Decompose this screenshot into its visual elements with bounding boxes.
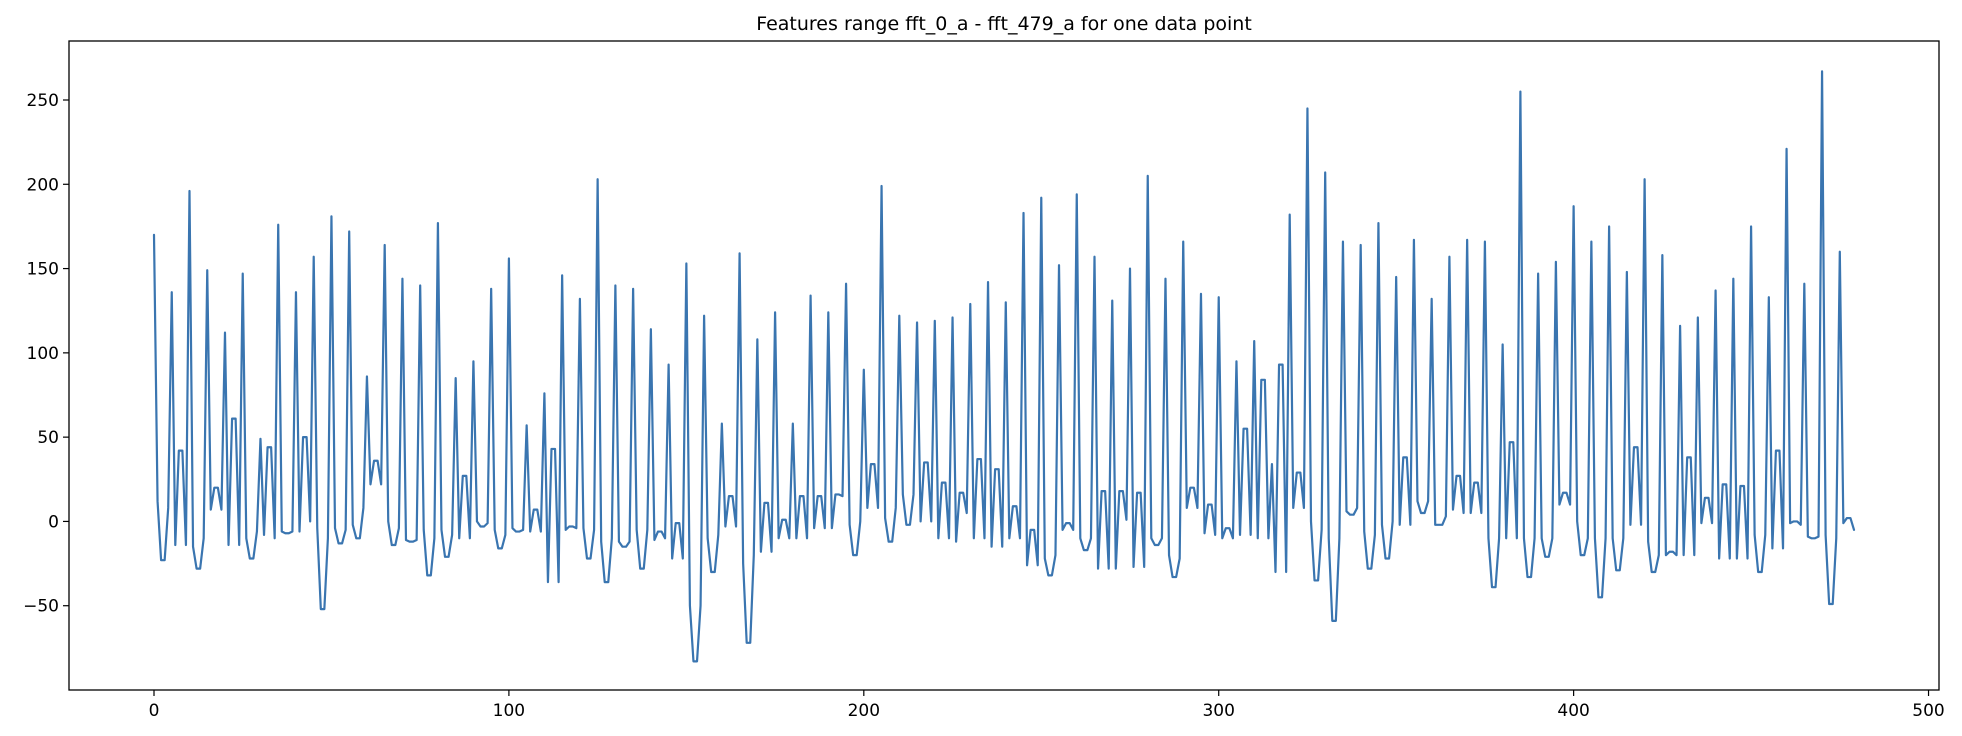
x-tick-label: 300 xyxy=(1202,701,1234,721)
y-tick-label: 100 xyxy=(27,344,59,364)
x-axis-ticks: 0 100 200 300 400 500 xyxy=(149,690,1945,721)
y-tick-label: 200 xyxy=(27,175,59,195)
x-tick-label: 500 xyxy=(1912,701,1944,721)
y-tick-label: 150 xyxy=(27,260,59,280)
y-tick-label: −50 xyxy=(23,597,59,617)
y-tick-label: 250 xyxy=(27,91,59,111)
x-tick-label: 0 xyxy=(149,701,160,721)
y-tick-label: 50 xyxy=(37,428,59,448)
plot-frame xyxy=(68,40,1940,691)
series-line xyxy=(152,70,1856,663)
x-tick-label: 100 xyxy=(493,701,525,721)
chart-title: Features range fft_0_a - fft_479_a for o… xyxy=(756,13,1252,35)
y-tick-label: 0 xyxy=(48,512,59,532)
x-tick-label: 200 xyxy=(848,701,880,721)
y-axis-ticks: −50 0 50 100 150 200 250 xyxy=(23,91,69,617)
x-tick-label: 400 xyxy=(1557,701,1589,721)
